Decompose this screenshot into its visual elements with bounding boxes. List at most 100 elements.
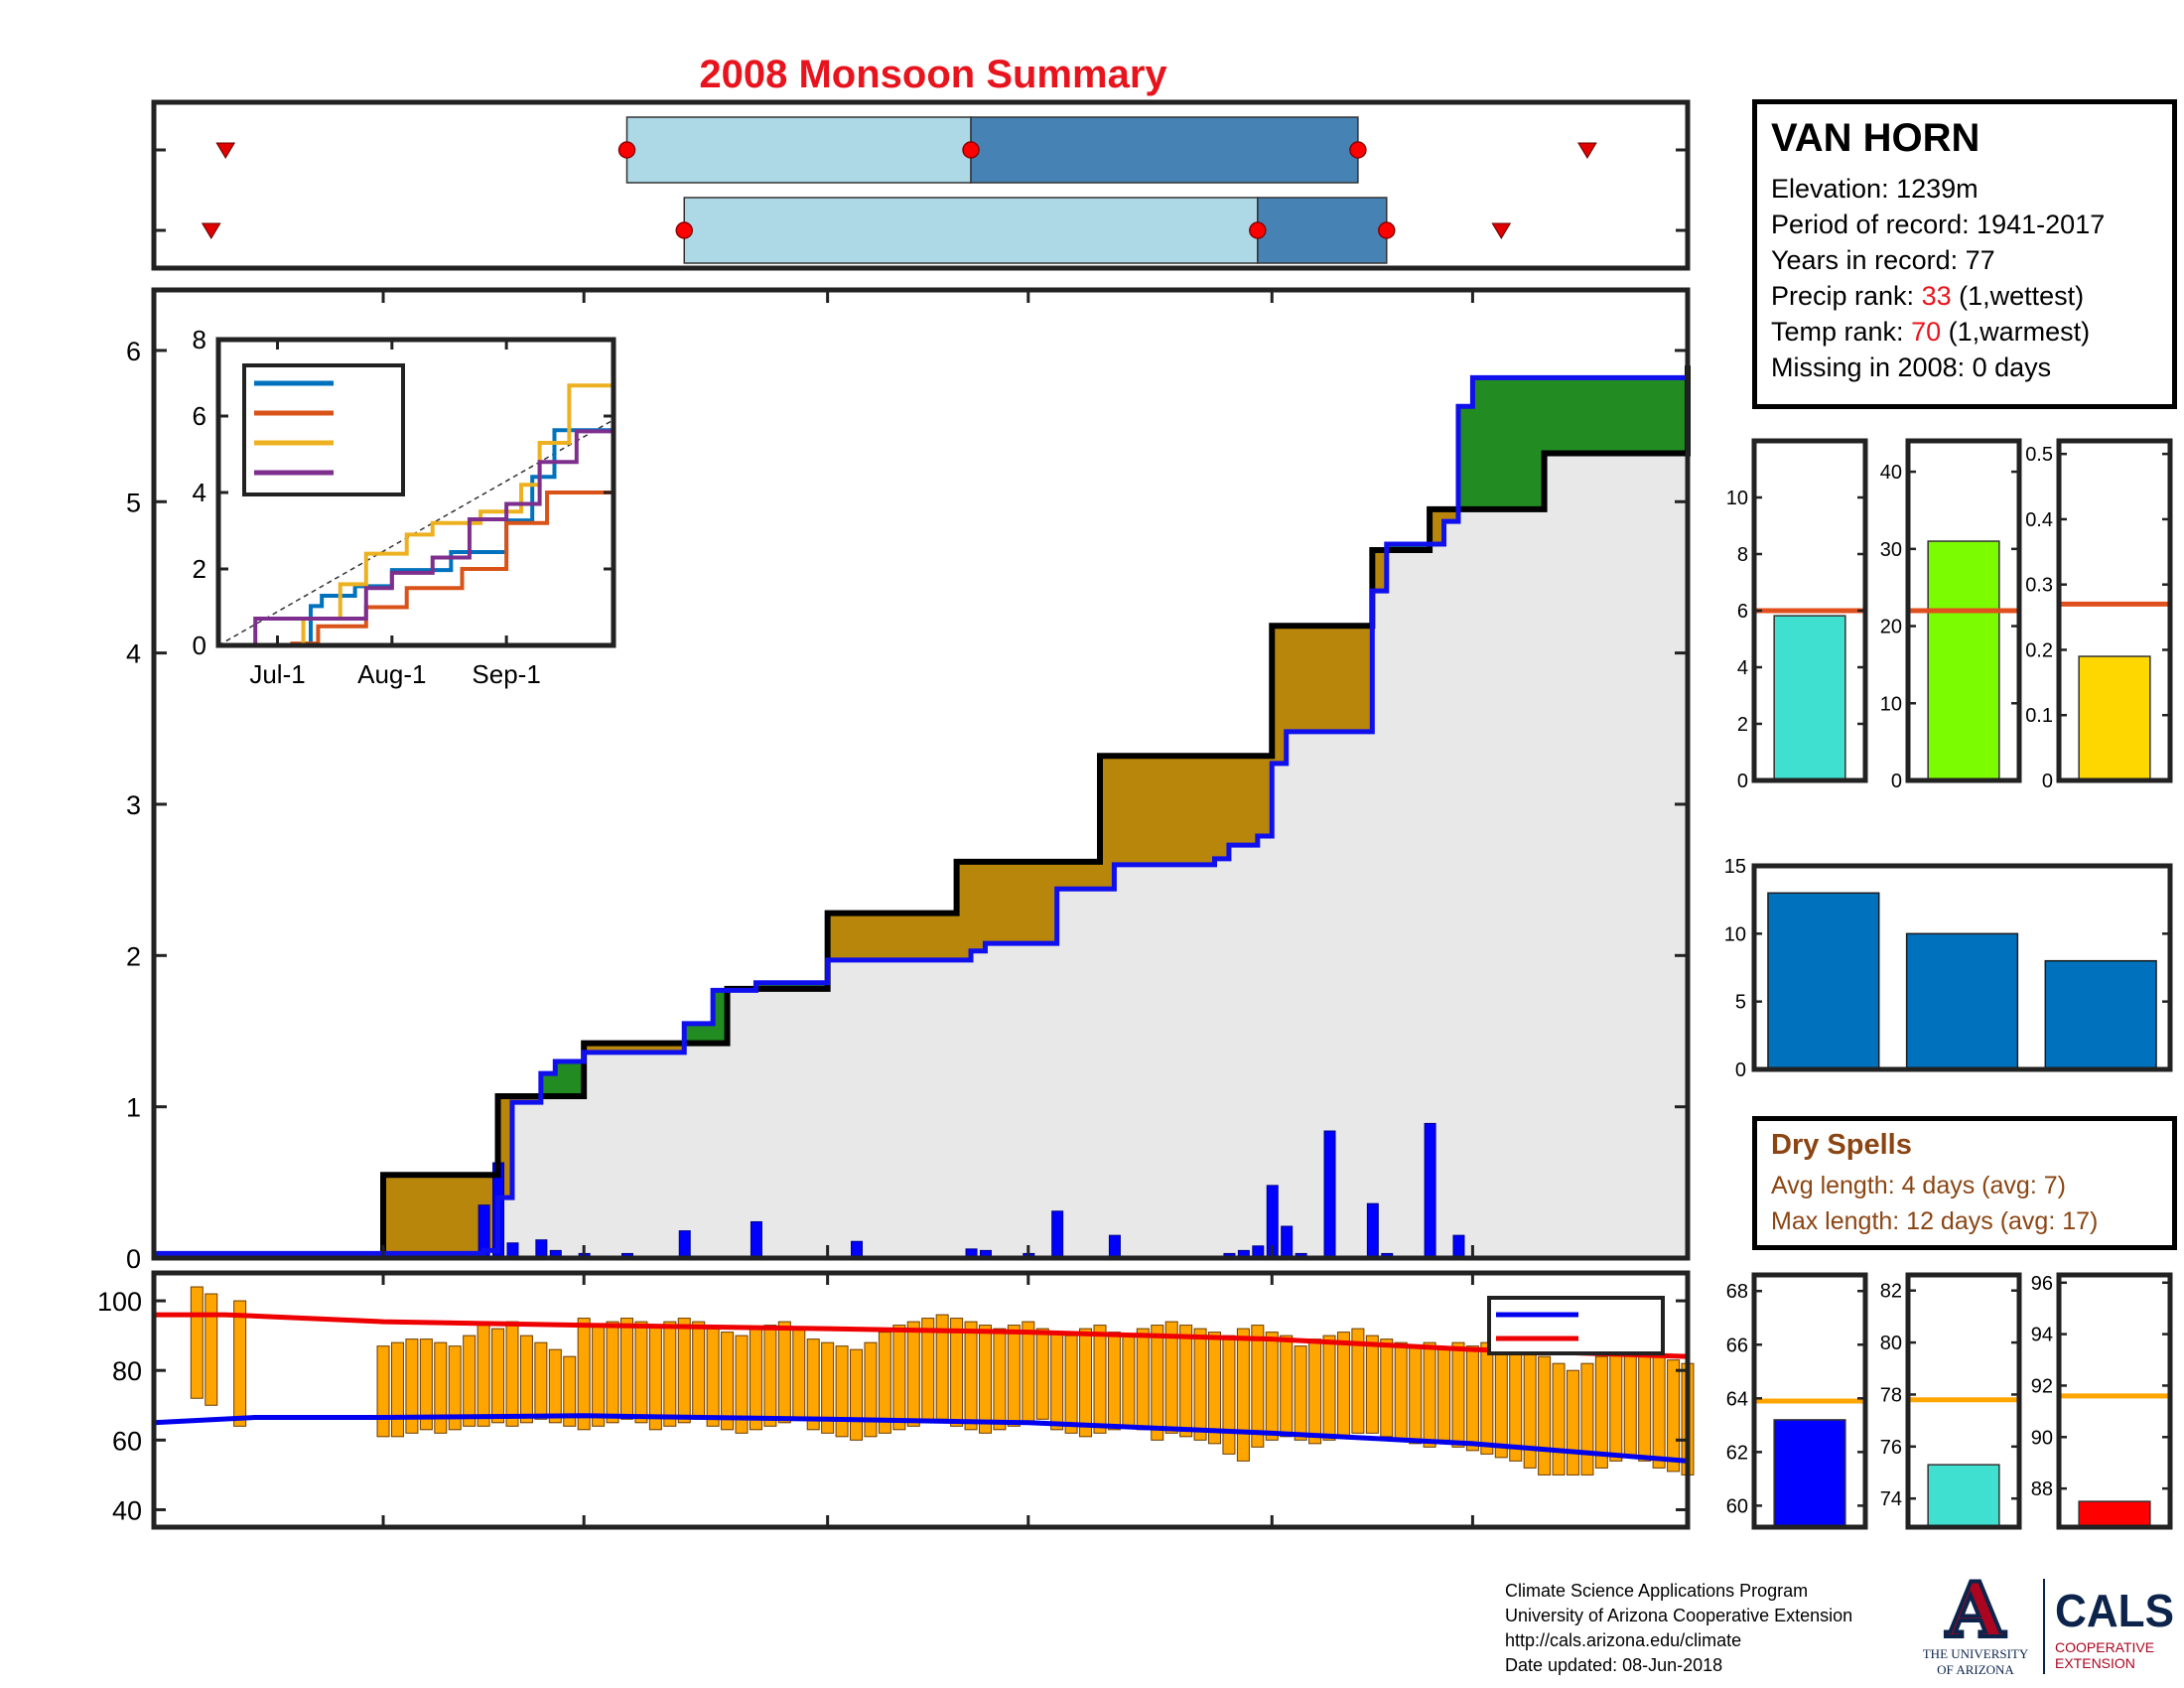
- daily-temp-bar: [477, 1325, 490, 1427]
- panel-bar-2: [2078, 655, 2151, 781]
- daily-temp-bar: [1365, 1335, 1379, 1434]
- panel-y-tick-label: 60: [1726, 1495, 1748, 1517]
- daily-temp-bar: [563, 1355, 577, 1427]
- daily-temp-bar: [534, 1341, 548, 1420]
- panel-y-tick-label: 6: [1737, 601, 1748, 623]
- timing-percentile-marker: [1378, 221, 1396, 239]
- panel-y-tick-label: 10: [1880, 693, 1902, 715]
- events-y-tick-label: 15: [1724, 856, 1746, 878]
- panel-frame: [1905, 1272, 2022, 1530]
- daily-temp-bar: [978, 1325, 992, 1434]
- panel-y-tick-label: 90: [2031, 1427, 2053, 1449]
- footer-link[interactable]: http://cals.arizona.edu/climate: [1505, 1630, 1742, 1650]
- daily-temp-bar: [663, 1321, 677, 1427]
- temps-legend: [1487, 1296, 1665, 1355]
- daily-temp-bar: [1265, 1332, 1279, 1441]
- precip-events-chart: 0 5 10 15: [1724, 856, 2173, 1081]
- daily-precip-bar: [1281, 1225, 1294, 1259]
- daily-temp-bar: [205, 1293, 218, 1406]
- temperature-summary-bars: 60 62 64 66 68 74 76 78 80 82 88 90 92 94 96: [1726, 1272, 2173, 1530]
- timing-percentile-marker: [962, 141, 980, 159]
- temps-y-tick-label: 80: [112, 1356, 142, 1386]
- event-bar-0: [1767, 892, 1880, 1070]
- daily-temp-bar: [577, 1318, 591, 1431]
- temps-y-tick-label: 60: [112, 1426, 142, 1456]
- daily-temp-bar: [1480, 1341, 1494, 1455]
- daily-temp-bar: [1494, 1345, 1508, 1459]
- logo-divider: [2043, 1579, 2045, 1674]
- daily-temp-bar: [1093, 1325, 1107, 1434]
- y-tick-label: 5: [126, 488, 141, 517]
- daily-temp-bar: [1308, 1338, 1322, 1445]
- timing-percentile-marker: [617, 141, 636, 159]
- daily-temp-bar: [1236, 1328, 1250, 1462]
- events-y-tick-label: 0: [1735, 1059, 1746, 1081]
- daily-temp-bar: [1351, 1328, 1365, 1434]
- panel-bar-2: [2078, 1500, 2151, 1528]
- panel-y-tick-label: 0: [1737, 771, 1748, 792]
- daily-temp-bar: [1164, 1321, 1178, 1434]
- daily-temp-bar: [1566, 1369, 1579, 1476]
- y-tick-label: 0: [126, 1244, 141, 1274]
- inset-x-tick-label: Aug-1: [357, 659, 426, 689]
- daily-temp-bar: [1667, 1359, 1681, 1473]
- daily-precip-bar: [1424, 1122, 1436, 1259]
- station-info-box: VAN HORN Elevation: 1239m Period of reco…: [1752, 99, 2177, 409]
- daily-temp-bar: [1623, 1348, 1637, 1459]
- daily-temp-bar: [706, 1328, 720, 1427]
- timing-box-25-50: [683, 197, 1259, 264]
- daily-temp-bar: [1107, 1332, 1121, 1431]
- daily-temp-bar: [1394, 1341, 1408, 1441]
- ua-logo-letter: A: [1946, 1575, 2006, 1654]
- daily-temp-bar: [763, 1325, 777, 1427]
- inset-y-tick-label: 8: [193, 325, 206, 354]
- panel-y-tick-label: 64: [1726, 1388, 1748, 1410]
- timing-percentile-marker: [675, 221, 694, 239]
- timing-box-50-75: [1257, 197, 1388, 264]
- ua-logo-line-2: OF ARIZONA: [1937, 1662, 2014, 1677]
- daily-temp-bar: [233, 1300, 247, 1427]
- daily-temp-bar: [1151, 1325, 1164, 1441]
- daily-temp-bar: [505, 1321, 519, 1427]
- station-period: Period of record: 1941-2017: [1771, 210, 2106, 239]
- daily-temp-bar: [850, 1348, 864, 1441]
- main-frame: [151, 287, 1691, 1261]
- cumulative-2008-line: [154, 374, 1688, 1256]
- y-tick-label: 3: [126, 790, 141, 820]
- daily-temp-bar: [906, 1321, 920, 1427]
- temps-y-tick-label: 100: [97, 1287, 142, 1317]
- daily-temp-bar: [190, 1286, 204, 1399]
- station-elevation: Elevation: 1239m: [1771, 174, 1979, 204]
- daily-temps-chart: 40 60 80 100: [97, 1270, 1695, 1530]
- panel-y-tick-label: 88: [2031, 1478, 2053, 1500]
- cals-logo: CALS COOPERATIVE EXTENSION: [2055, 1585, 2174, 1671]
- avg-min-line: [153, 1413, 1689, 1464]
- timing-percentile-marker: [1249, 221, 1267, 239]
- precip-rank: Precip rank: 33 (1,wettest): [1771, 278, 2158, 314]
- temp-rank-label: Temp rank:: [1771, 317, 1912, 347]
- panel-y-tick-label: 0.4: [2025, 509, 2053, 531]
- panel-y-tick-label: 4: [1737, 657, 1748, 679]
- y-tick-label: 6: [126, 337, 141, 366]
- daily-temp-bar: [390, 1341, 404, 1438]
- avg-cumulative-line: [154, 365, 1691, 1258]
- daily-precip-bar: [1452, 1234, 1465, 1259]
- dry-spells-avg-length: Avg length: 4 days (avg: 7): [1771, 1172, 2066, 1199]
- temps-y-tick-label: 40: [112, 1495, 142, 1525]
- missing-days: Missing in 2008: 0 days: [1771, 352, 2052, 382]
- daily-temp-bar: [1322, 1335, 1336, 1441]
- y-tick-label: 4: [126, 639, 141, 669]
- cals-logo-text: CALS: [2055, 1585, 2174, 1636]
- daily-temp-bar: [1580, 1362, 1594, 1476]
- temp-rank-value: 70: [1911, 317, 1942, 347]
- daily-temp-bar: [878, 1332, 891, 1434]
- inset-y-tick-label: 0: [193, 631, 206, 660]
- daily-temp-bar: [864, 1341, 878, 1438]
- panel-y-tick-label: 0: [1891, 771, 1902, 792]
- inset-y-tick-label: 6: [193, 401, 206, 431]
- daily-temp-bar: [993, 1328, 1007, 1431]
- daily-temp-bar: [1022, 1321, 1035, 1424]
- footer-line-1: Climate Science Applications Program: [1505, 1581, 1809, 1601]
- temps-frame: [151, 1270, 1691, 1530]
- y-tick-label: 2: [126, 941, 141, 971]
